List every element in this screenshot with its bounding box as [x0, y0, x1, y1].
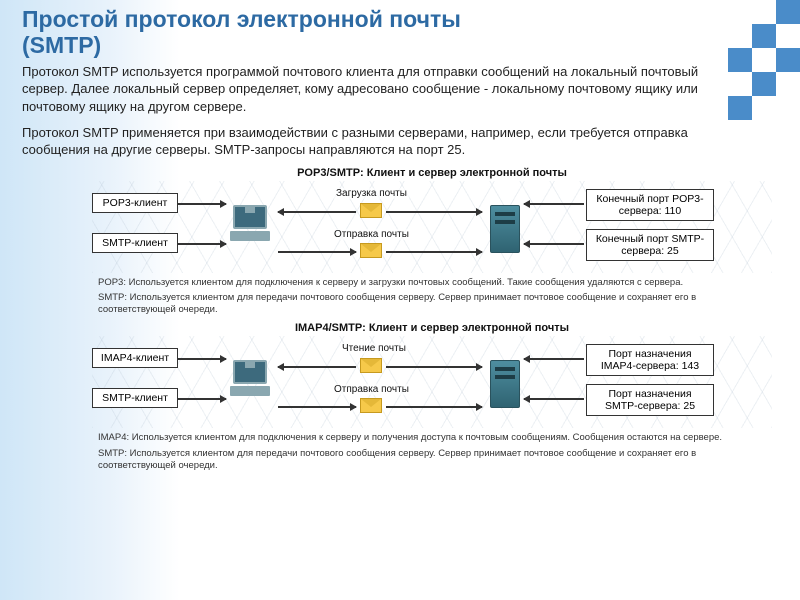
computer-icon: [227, 205, 273, 249]
smtp-port-label-2: Порт назначения SMTP-сервера: 25: [586, 384, 714, 416]
imap-client-label: IMAP4-клиент: [92, 348, 178, 368]
paragraph-1: Протокол SMTP используется программой по…: [22, 63, 742, 116]
title-line1: Простой протокол электронной почты: [22, 6, 461, 32]
page-title: Простой протокол электронной почты (SMTP…: [22, 6, 760, 59]
title-line2: (SMTP): [22, 32, 101, 58]
imap-section-title: IMAP4/SMTP: Клиент и сервер электронной …: [92, 322, 772, 334]
envelope-icon: [360, 398, 382, 413]
smtp-client-label-2: SMTP-клиент: [92, 388, 178, 408]
server-icon: [490, 205, 520, 253]
imap-desc1: IMAP4: Используется клиентом для подключ…: [98, 432, 748, 444]
pop3-desc2: SMTP: Используется клиентом для передачи…: [98, 292, 748, 316]
download-label: Загрузка почты: [334, 188, 409, 199]
pop3-desc1: POP3: Используется клиентом для подключе…: [98, 277, 748, 289]
pop3-port-label: Конечный порт POP3-сервера: 110: [586, 189, 714, 221]
computer-icon: [227, 360, 273, 404]
server-icon: [490, 360, 520, 408]
imap-port-label: Порт назначения IMAP4-сервера: 143: [586, 344, 714, 376]
pop3-diagram: POP3-клиент SMTP-клиент Загрузка почты О…: [92, 181, 772, 273]
envelope-icon: [360, 358, 382, 373]
smtp-client-label-1: SMTP-клиент: [92, 233, 178, 253]
send-label-2: Отправка почты: [332, 384, 411, 395]
smtp-port-label-1: Конечный порт SMTP-сервера: 25: [586, 229, 714, 261]
paragraph-2: Протокол SMTP применяется при взаимодейс…: [22, 124, 742, 159]
imap-desc2: SMTP: Используется клиентом для передачи…: [98, 448, 748, 472]
envelope-icon: [360, 243, 382, 258]
envelope-icon: [360, 203, 382, 218]
pop3-section-title: POP3/SMTP: Клиент и сервер электронной п…: [92, 167, 772, 179]
read-label: Чтение почты: [340, 343, 408, 354]
imap-diagram: IMAP4-клиент SMTP-клиент Чтение почты От…: [92, 336, 772, 428]
pop3-client-label: POP3-клиент: [92, 193, 178, 213]
send-label-1: Отправка почты: [332, 229, 411, 240]
